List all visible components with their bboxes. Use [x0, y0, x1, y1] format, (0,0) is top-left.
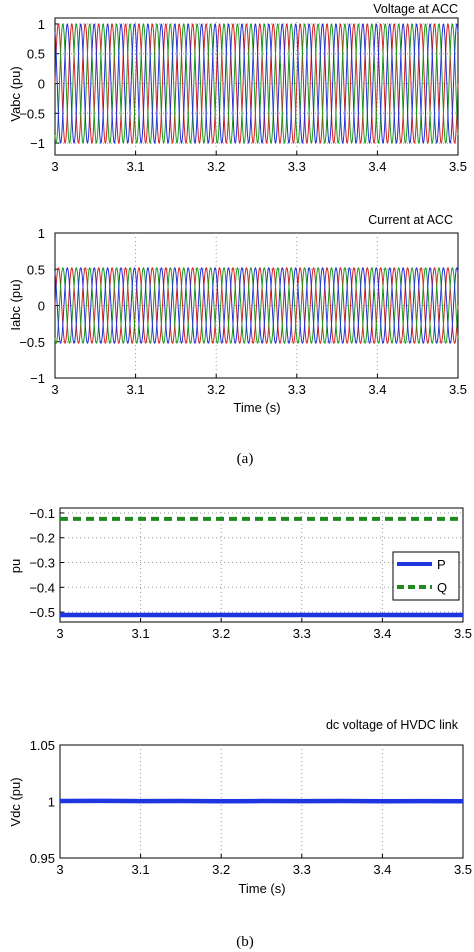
y-tick-label: 1 [48, 795, 55, 810]
y-tick-label: −0.5 [19, 106, 45, 121]
x-tick-label: 3.1 [132, 862, 150, 877]
power-chart: pu 3 3.1 3.2 3.3 3.4 3.5−0.1−0.2−0.3−0.4−0.5 … [8, 506, 472, 641]
series-line-c [54, 267, 459, 344]
y-axis-label: Vabc (pu) [8, 66, 23, 121]
x-tick-label: 3.3 [293, 862, 311, 877]
x-tick-label: 3.1 [127, 159, 145, 174]
series-line-a [54, 23, 459, 144]
x-axis-label: Time (s) [233, 400, 280, 415]
y-tick-label: 1 [38, 17, 45, 32]
y-tick-label: 0.5 [27, 47, 45, 62]
x-tick-label: 3.5 [449, 382, 467, 397]
y-tick-label: 0 [38, 77, 45, 92]
y-tick-label: 1.05 [30, 738, 55, 753]
x-tick-label: 3.5 [454, 862, 472, 877]
y-tick-label: −0.5 [19, 335, 45, 350]
y-tick-label: −1 [30, 136, 45, 151]
legend: P Q [392, 551, 460, 601]
y-tick-label: −0.4 [29, 580, 55, 595]
caption-a: (a) [237, 451, 254, 467]
x-tick-label: 3.3 [293, 626, 311, 641]
series-line-c [54, 23, 459, 144]
legend-box [392, 551, 460, 601]
y-tick-label: 0.5 [27, 262, 45, 277]
series-line-a [54, 267, 459, 344]
x-tick-label: 3.2 [207, 382, 225, 397]
voltage-chart: Voltage at ACC Vabc (pu) 3 3.1 3.2 3.3 3.4 3.… [8, 2, 467, 174]
x-axis-label: Time (s) [238, 881, 285, 896]
current-chart: Current at ACC Iabc (pu) Time (s) 3 3.1 3.… [8, 213, 467, 415]
x-tick-label: 3.2 [212, 862, 230, 877]
series-line-b [54, 267, 459, 344]
x-tick-label: 3.4 [373, 626, 391, 641]
y-tick-label: 0 [38, 299, 45, 314]
x-tick-label: 3.3 [288, 159, 306, 174]
y-axis-label: Iabc (pu) [8, 279, 23, 330]
legend-label-q: Q [437, 580, 447, 595]
x-tick-label: 3.1 [127, 382, 145, 397]
x-tick-label: 3.2 [207, 159, 225, 174]
series-line-b [54, 23, 459, 144]
y-axis-label: Vdc (pu) [8, 777, 23, 826]
x-tick-label: 3 [56, 626, 63, 641]
dc-voltage-chart: dc voltage of HVDC link Vdc (pu) Time (s… [8, 718, 472, 896]
chart-title: dc voltage of HVDC link [326, 718, 459, 732]
y-tick-label: 1 [38, 226, 45, 241]
caption-b: (b) [236, 934, 254, 950]
x-tick-label: 3.3 [288, 382, 306, 397]
y-tick-label: −0.2 [29, 531, 55, 546]
y-tick-label: −0.3 [29, 556, 55, 571]
x-tick-label: 3.5 [449, 159, 467, 174]
chart-title: Voltage at ACC [373, 2, 458, 16]
x-tick-label: 3.1 [132, 626, 150, 641]
y-tick-label: −0.1 [29, 506, 55, 521]
x-tick-label: 3 [56, 862, 63, 877]
x-tick-label: 3.5 [454, 626, 472, 641]
x-tick-label: 3.4 [368, 382, 386, 397]
x-tick-label: 3.2 [212, 626, 230, 641]
y-axis-label: pu [8, 559, 23, 573]
y-tick-label: −0.5 [29, 605, 55, 620]
chart-title: Current at ACC [368, 213, 453, 227]
x-tick-label: 3 [51, 159, 58, 174]
legend-label-p: P [437, 557, 446, 572]
y-tick-label: 0.95 [30, 851, 55, 866]
x-tick-label: 3 [51, 382, 58, 397]
y-tick-label: −1 [30, 371, 45, 386]
x-tick-label: 3.4 [368, 159, 386, 174]
x-tick-label: 3.4 [373, 862, 391, 877]
